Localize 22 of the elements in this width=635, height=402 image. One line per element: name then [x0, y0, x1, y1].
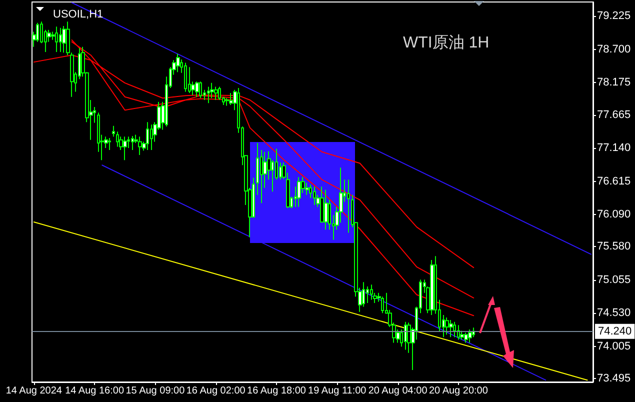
- x-tick-label: 19 Aug 11:00: [308, 386, 367, 396]
- x-tick-label: 20 Aug 20:00: [428, 386, 488, 396]
- y-tick-label: 76.615: [597, 175, 631, 188]
- y-tick-label: 78.700: [597, 43, 631, 56]
- ref-line-label: 74.240: [598, 325, 632, 338]
- y-tick-label: 79.225: [597, 10, 631, 22]
- x-tick-label: 16 Aug 02:00: [186, 386, 246, 396]
- x-tick-label: 14 Aug 16:00: [65, 386, 124, 396]
- y-tick-label: 73.495: [597, 372, 631, 385]
- text: WTI原油 1H: [403, 34, 490, 52]
- y-tick-label: 77.665: [597, 108, 631, 121]
- y-tick-label: 75.580: [597, 240, 631, 253]
- x-tick-label: 14 Aug 2024: [6, 386, 62, 396]
- x-tick-label: 20 Aug 04:00: [368, 386, 428, 396]
- y-tick-label: 74.005: [597, 340, 631, 352]
- y-tick-label: 74.530: [597, 307, 631, 320]
- y-tick-label: 77.140: [597, 142, 631, 154]
- y-tick-label: 75.055: [597, 274, 631, 286]
- y-tick-label: 76.090: [597, 208, 631, 220]
- y-tick-label: 78.175: [597, 76, 631, 89]
- x-tick-label: 16 Aug 18:00: [247, 386, 306, 396]
- x-tick-label: 15 Aug 09:00: [126, 386, 186, 396]
